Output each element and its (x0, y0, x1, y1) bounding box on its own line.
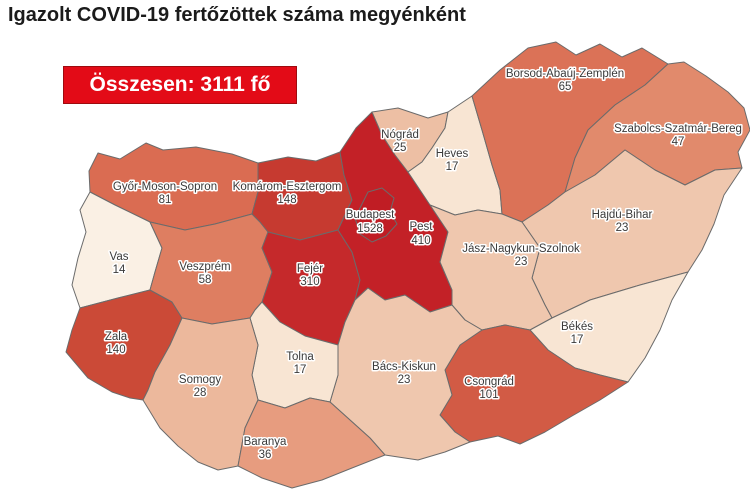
county-label-heves: Heves (436, 148, 469, 160)
county-value-veszprem: 58 (199, 274, 212, 286)
county-value-somogy: 28 (194, 387, 207, 399)
county-value-pest: 410 (411, 235, 430, 247)
county-value-borsod-abauj-zemplen: 65 (559, 81, 572, 93)
county-label-budapest: Budapest (346, 209, 395, 221)
county-value-hajdu-bihar: 23 (616, 222, 629, 234)
county-value-vas: 14 (113, 264, 126, 276)
county-value-jasz-nagykun-szolnok: 23 (515, 256, 528, 268)
county-label-vas: Vas (110, 251, 129, 263)
county-label-nograd: Nógrád (381, 129, 419, 141)
page-title: Igazolt COVID-19 fertőzöttek száma megyé… (8, 4, 466, 26)
county-value-heves: 17 (446, 161, 459, 173)
county-label-tolna: Tolna (286, 351, 314, 363)
county-label-jasz-nagykun-szolnok: Jász-Nagykun-Szolnok (462, 243, 580, 255)
county-label-borsod-abauj-zemplen: Borsod-Abaúj-Zemplén (506, 68, 624, 80)
county-value-baranya: 36 (259, 449, 272, 461)
total-badge: Összesen: 3111 fő (63, 66, 297, 104)
county-label-bacs-kiskun: Bács-Kiskun (372, 361, 436, 373)
county-label-zala: Zala (105, 331, 128, 343)
county-value-bacs-kiskun: 23 (398, 374, 411, 386)
county-label-pest: Pest (409, 221, 433, 233)
county-value-csongrad: 101 (479, 389, 498, 401)
county-value-szabolcs-szatmar-bereg: 47 (672, 136, 685, 148)
county-value-gyor-moson-sopron: 81 (159, 194, 172, 206)
county-label-baranya: Baranya (244, 436, 287, 448)
county-shape-baranya (237, 397, 386, 489)
county-value-zala: 140 (106, 344, 125, 356)
county-value-fejer: 310 (300, 276, 319, 288)
county-shape-budapest (354, 187, 398, 243)
county-value-nograd: 25 (394, 142, 407, 154)
county-shape-komarom-esztergom (251, 151, 353, 241)
total-badge-label: Összesen: 3111 fő (89, 73, 271, 96)
county-label-bekes: Békés (561, 321, 593, 333)
county-label-szabolcs-szatmar-bereg: Szabolcs-Szatmár-Bereg (614, 123, 742, 135)
county-label-komarom-esztergom: Komárom-Esztergom (233, 181, 342, 193)
county-label-veszprem: Veszprém (179, 261, 230, 273)
county-value-tolna: 17 (294, 364, 307, 376)
county-label-somogy: Somogy (179, 374, 221, 386)
county-value-komarom-esztergom: 148 (277, 194, 296, 206)
county-shapes (65, 41, 750, 489)
county-label-fejer: Fejér (297, 263, 323, 275)
county-label-csongrad: Csongrád (464, 376, 514, 388)
county-shape-somogy (142, 317, 259, 471)
county-label-hajdu-bihar: Hajdú-Bihar (592, 209, 653, 221)
county-labels: Győr-Moson-Sopron 81 Komárom-Esztergom 1… (103, 67, 743, 463)
county-value-budapest: 1528 (357, 223, 383, 235)
county-label-gyor-moson-sopron: Győr-Moson-Sopron (113, 181, 217, 193)
county-value-bekes: 17 (571, 334, 584, 346)
